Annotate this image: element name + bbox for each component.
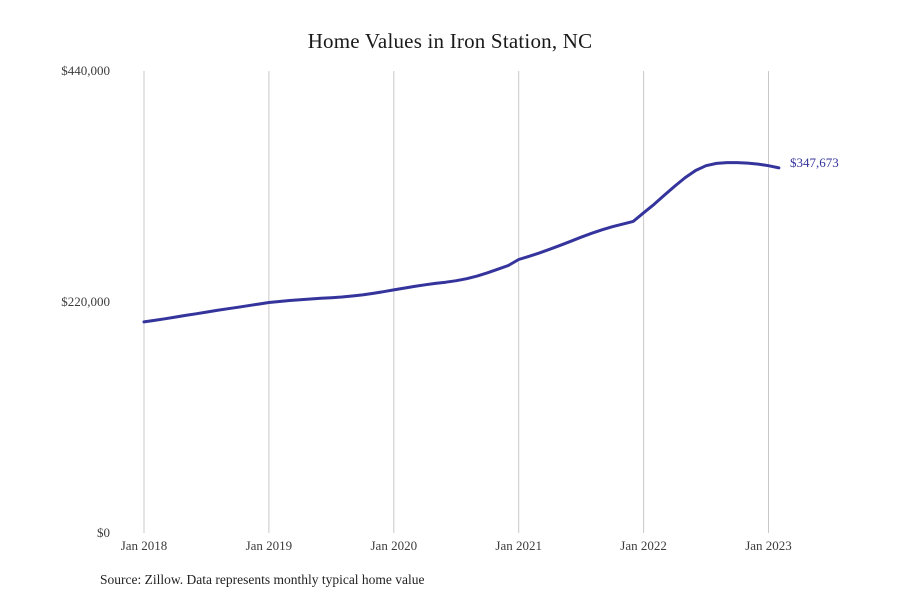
source-note: Source: Zillow. Data represents monthly … xyxy=(100,572,425,587)
x-tick-label: Jan 2019 xyxy=(245,538,293,553)
end-value-label: $347,673 xyxy=(790,155,839,171)
y-tick-label: $0 xyxy=(97,525,110,540)
chart-title: Home Values in Iron Station, NC xyxy=(307,29,593,53)
x-tick-label: Jan 2018 xyxy=(120,538,168,553)
home-value-line xyxy=(142,161,781,324)
y-tick-label: $220,000 xyxy=(61,294,110,309)
x-tick-label: Jan 2023 xyxy=(745,538,792,553)
x-tick-label: Jan 2022 xyxy=(620,538,667,553)
x-tick-label: Jan 2021 xyxy=(495,538,542,553)
y-tick-label: $440,000 xyxy=(61,63,110,78)
x-tick-label: Jan 2020 xyxy=(370,538,418,553)
